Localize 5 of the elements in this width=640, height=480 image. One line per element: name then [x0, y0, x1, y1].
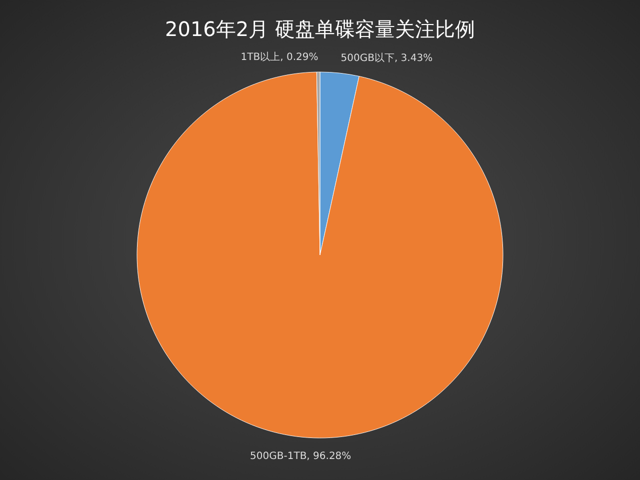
pie-slice: [136, 72, 503, 438]
slice-label: 500GB-1TB, 96.28%: [250, 451, 352, 462]
slice-label: 1TB以上, 0.29%: [240, 51, 318, 64]
slice-label: 500GB以下, 3.43%: [340, 52, 433, 64]
chart-title: 2016年2月 硬盘单碟容量关注比例: [165, 17, 475, 41]
